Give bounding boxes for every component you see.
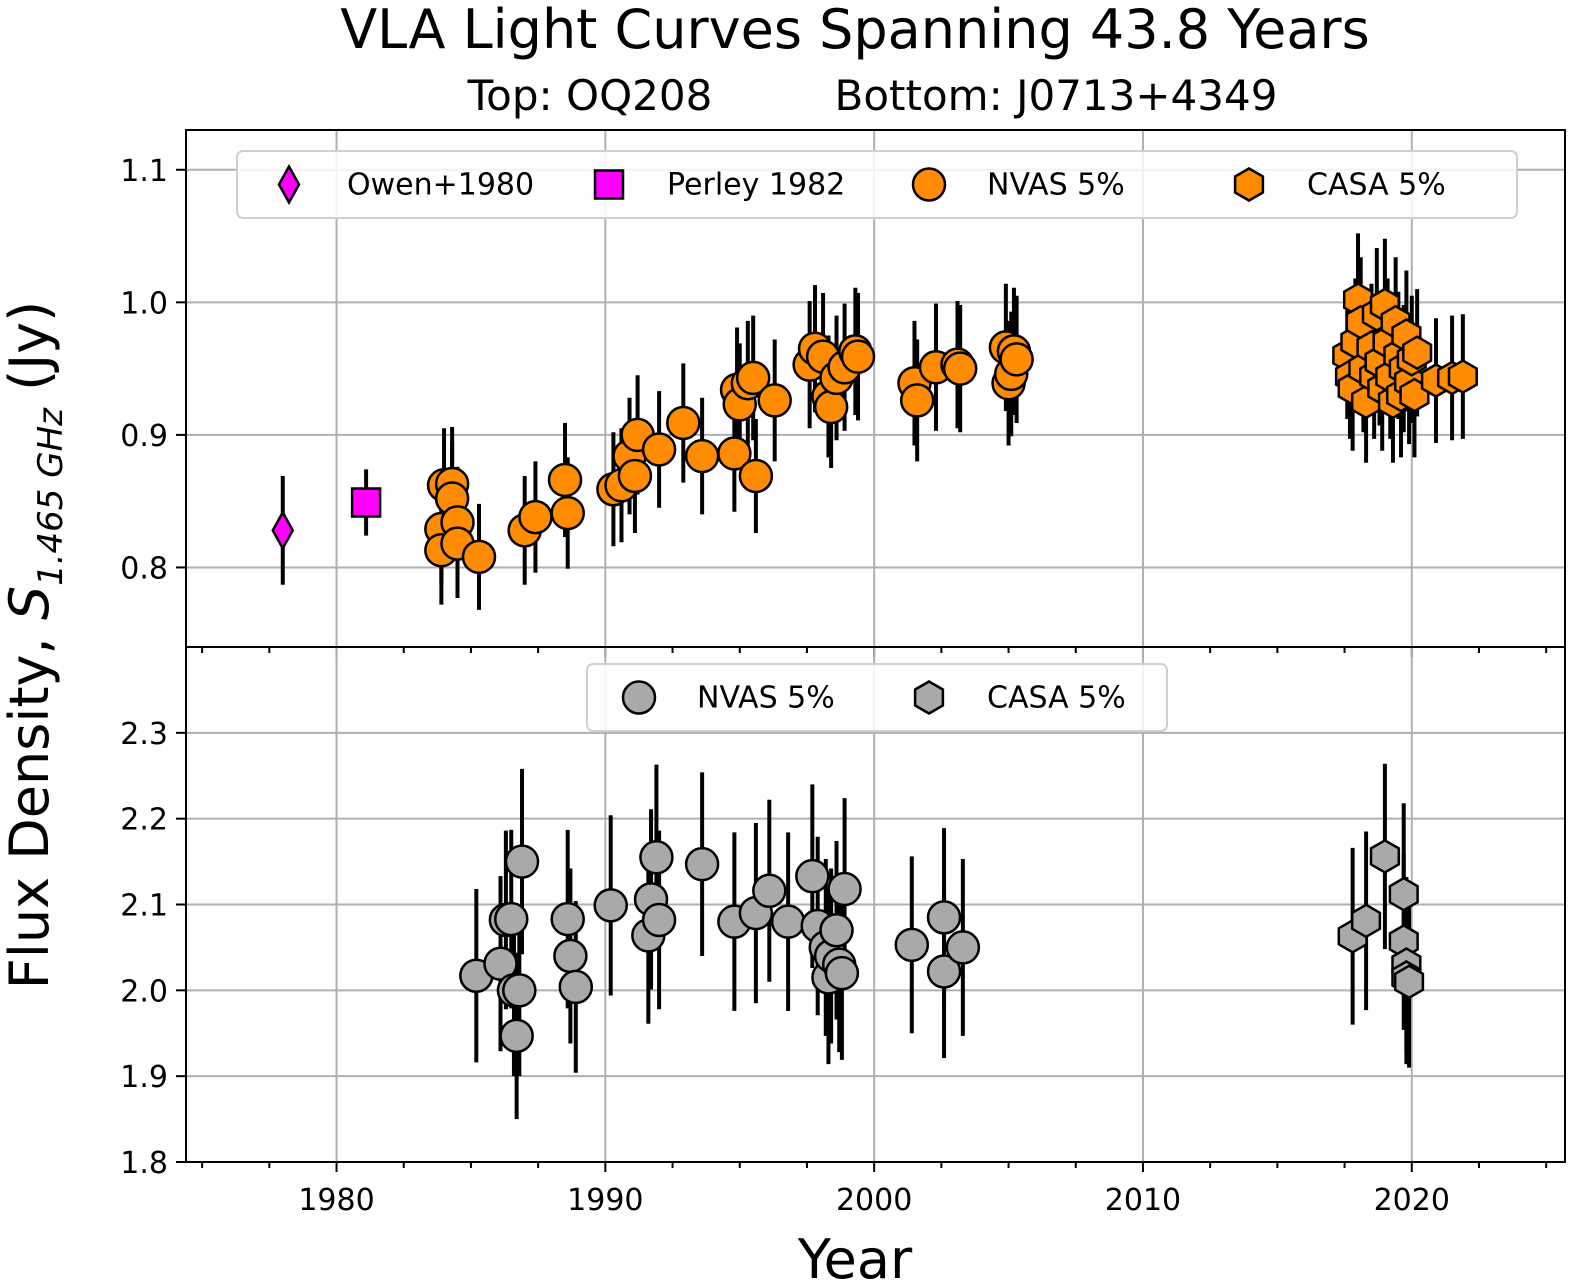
data-point bbox=[641, 432, 677, 467]
legend-box bbox=[236, 150, 1518, 219]
data-point bbox=[717, 436, 752, 471]
data-point bbox=[813, 389, 849, 425]
data-point bbox=[553, 938, 588, 974]
legend-marker bbox=[1233, 167, 1265, 202]
data-point bbox=[735, 360, 771, 396]
y-tick-label: 2.1 bbox=[120, 889, 168, 924]
y-axis-label-unit: (Jy) bbox=[0, 301, 61, 408]
plot-frame bbox=[185, 646, 1566, 1163]
y-axis-label-main: Flux Density, bbox=[0, 620, 61, 989]
data-point bbox=[757, 383, 792, 418]
data-point bbox=[684, 846, 720, 882]
x-tick-label: 2010 bbox=[1105, 1183, 1181, 1218]
data-point bbox=[494, 901, 529, 937]
data-point bbox=[518, 499, 553, 535]
x-axis-label: Year bbox=[797, 1228, 913, 1286]
data-point bbox=[271, 509, 295, 551]
legend-marker bbox=[277, 163, 301, 206]
data-point bbox=[840, 339, 876, 374]
y-axis-label-subscript: 1.465 GHz bbox=[31, 407, 71, 586]
data-point bbox=[550, 901, 585, 937]
legend-label: Owen+1980 bbox=[347, 168, 534, 203]
data-point bbox=[1369, 838, 1401, 874]
legend-label: CASA 5% bbox=[1307, 168, 1446, 203]
data-point bbox=[926, 900, 962, 935]
y-tick-label: 1.9 bbox=[120, 1060, 168, 1095]
legend-box bbox=[586, 663, 1168, 732]
legend-marker bbox=[913, 680, 945, 715]
legend-marker bbox=[911, 167, 947, 202]
bottom-panel-plot: 1.8 1.9 2.0 2.1 2.2 2.3 1980 1990 2000 2010 2020 NV… bbox=[120, 646, 1566, 1218]
data-point bbox=[827, 871, 862, 907]
y-axis-label: Flux Density, S1.465 GHz (Jy) bbox=[0, 301, 71, 989]
data-point bbox=[1402, 335, 1433, 371]
legend-label: CASA 5% bbox=[987, 681, 1126, 716]
data-point bbox=[1350, 903, 1382, 939]
data-point bbox=[666, 405, 701, 441]
data-point bbox=[819, 913, 854, 948]
data-point bbox=[738, 458, 774, 494]
y-tick-label: 1.8 bbox=[120, 1146, 168, 1181]
data-point bbox=[899, 383, 935, 418]
legend-label: Perley 1982 bbox=[667, 168, 845, 203]
x-tick-label: 1990 bbox=[567, 1183, 643, 1218]
data-point bbox=[639, 840, 674, 875]
data-point bbox=[504, 844, 540, 879]
data-point bbox=[502, 973, 537, 1008]
legend-marker bbox=[621, 680, 657, 715]
data-point bbox=[550, 495, 585, 531]
data-point bbox=[926, 954, 962, 989]
data-point bbox=[1388, 876, 1419, 912]
data-point bbox=[942, 351, 978, 386]
data-point bbox=[617, 458, 653, 494]
data-point bbox=[752, 873, 787, 909]
data-point bbox=[824, 955, 860, 991]
data-point bbox=[894, 927, 930, 963]
data-point bbox=[795, 858, 830, 894]
chart-title: VLA Light Curves Spanning 43.8 Years bbox=[340, 0, 1370, 61]
chart-subtitle-top: Top: OQ208 bbox=[467, 71, 713, 120]
x-tick-label: 1980 bbox=[298, 1183, 374, 1218]
data-point bbox=[499, 1018, 534, 1054]
y-tick-label: 0.8 bbox=[120, 551, 168, 586]
data-point bbox=[684, 438, 720, 474]
y-axis-label-symbol: S bbox=[0, 586, 61, 620]
data-point bbox=[461, 539, 497, 575]
legend-marker bbox=[593, 169, 625, 200]
x-tick-label: 2000 bbox=[836, 1183, 912, 1218]
data-point bbox=[558, 969, 594, 1005]
data-point bbox=[1447, 359, 1478, 395]
data-point bbox=[593, 888, 628, 923]
data-point bbox=[641, 902, 677, 938]
chart-subtitle-bottom: Bottom: J0713+4349 bbox=[835, 71, 1278, 120]
y-tick-label: 2.3 bbox=[120, 717, 168, 752]
x-tick-label: 2020 bbox=[1374, 1183, 1450, 1218]
y-tick-label: 2.2 bbox=[120, 803, 168, 838]
y-tick-label: 1.1 bbox=[120, 154, 168, 189]
legend-label: NVAS 5% bbox=[987, 168, 1125, 203]
data-point bbox=[999, 342, 1034, 377]
y-tick-label: 0.9 bbox=[120, 419, 168, 454]
data-point bbox=[770, 904, 806, 939]
data-point bbox=[1393, 964, 1425, 1000]
data-point bbox=[350, 487, 382, 518]
legend-label: NVAS 5% bbox=[697, 681, 835, 716]
y-tick-label: 1.0 bbox=[120, 286, 168, 321]
y-tick-label: 2.0 bbox=[120, 974, 168, 1009]
top-panel-plot: 0.8 0.9 1.0 1.1 Owen+1980 Perley 1982 NVAS 5% C… bbox=[120, 129, 1566, 657]
data-point bbox=[547, 462, 583, 498]
data-point bbox=[945, 930, 981, 965]
